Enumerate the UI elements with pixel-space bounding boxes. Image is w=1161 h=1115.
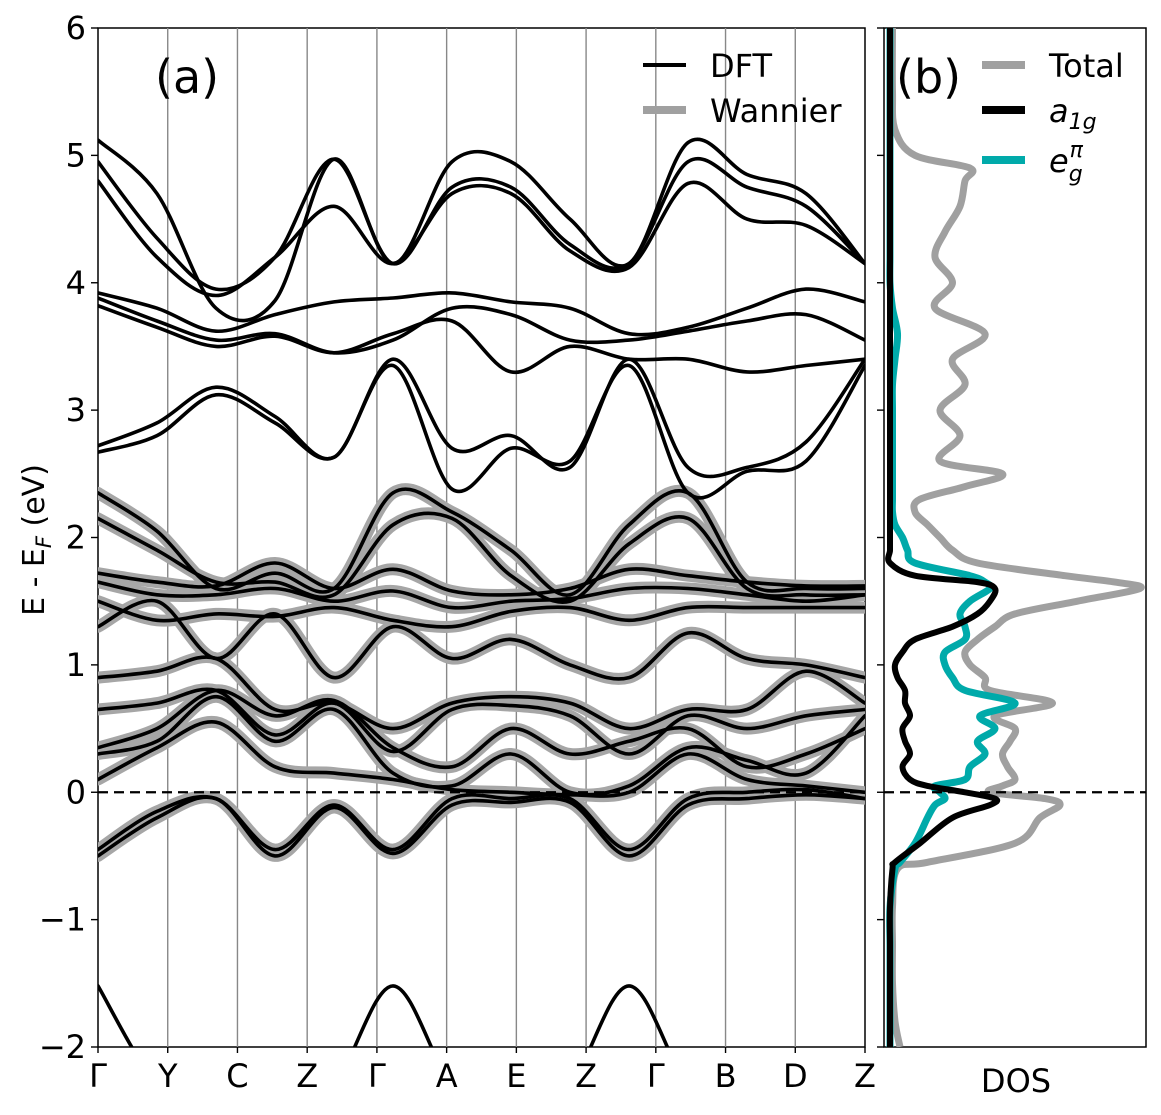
dos-curves [884, 28, 1146, 1047]
y-axis-ticks: −2 −1 0 1 2 3 4 5 6 [39, 9, 98, 1066]
x-tick-label: B [715, 1057, 737, 1095]
dft-band [98, 580, 865, 610]
dft-band [98, 688, 865, 770]
dft-band [98, 287, 865, 337]
legend-eg-sup: π [1070, 138, 1084, 163]
y-tick-label: 2 [66, 519, 86, 557]
y-axis-label-sub: F [32, 535, 56, 548]
x-tick-label: Γ [368, 1057, 386, 1095]
y-axis-label-unit: (eV) [17, 464, 52, 536]
dft-band [98, 137, 865, 323]
y-tick-label: 3 [66, 391, 86, 429]
legend-a1g-label: a1g [1049, 92, 1097, 135]
y-axis-label: E - EF (eV) [17, 464, 56, 616]
dos-eg-curve [886, 28, 1019, 1047]
y-tick-label: −2 [39, 1028, 86, 1066]
dft-band [98, 157, 865, 292]
dft-band [98, 793, 865, 858]
wannier-band [98, 788, 865, 862]
legend-eg-sub: g [1069, 162, 1083, 187]
panel-a-label: (a) [155, 50, 219, 104]
y-tick-label: 5 [66, 136, 86, 174]
panel-b-frame [883, 27, 1147, 1048]
y-tick-label: 4 [66, 264, 86, 302]
dft-band [98, 655, 865, 731]
x-tick-label: Γ [89, 1057, 107, 1095]
dft-band [98, 179, 865, 298]
panel-b-label: (b) [896, 50, 961, 104]
y-axis-label-main: E - E [17, 548, 52, 616]
dft-band [98, 357, 865, 479]
dos-a1g-curve [885, 28, 1001, 1047]
x-tick-label: Γ [647, 1057, 665, 1095]
legend-a: DFT Wannier [643, 47, 842, 130]
dft-bands [98, 137, 865, 1047]
dft-band [98, 984, 670, 1047]
legend-wannier-label: Wannier [710, 92, 842, 130]
dft-band [98, 720, 865, 798]
legend-b: Total a1g egπ [982, 47, 1124, 187]
legend-eg-main: e [1049, 142, 1069, 180]
legend-a1g-sub: 1g [1069, 110, 1097, 135]
dft-band [98, 687, 865, 756]
x-tick-label: Y [157, 1057, 178, 1095]
y-tick-label: −1 [39, 901, 86, 939]
x-tick-label: E [506, 1057, 526, 1095]
dft-band [98, 303, 865, 375]
dos-y-ticks [877, 27, 884, 1048]
legend-a1g-main: a [1049, 92, 1069, 130]
x-tick-label: D [783, 1057, 808, 1095]
legend-dft-label: DFT [710, 47, 772, 85]
x-tick-label: C [226, 1057, 248, 1095]
y-tick-label: 6 [66, 9, 86, 47]
x-tick-label: Z [296, 1057, 318, 1095]
dft-band [98, 561, 865, 597]
dos-total-curve [888, 28, 1145, 1047]
panel-a: −2 −1 0 1 2 3 4 5 6 Γ Y C Z Γ A E Z Γ B D Z (a) E - EF (eV)… [17, 9, 876, 1095]
legend-eg-label: egπ [1049, 138, 1084, 187]
dft-band [98, 296, 865, 355]
y-tick-label: 1 [66, 646, 86, 684]
dft-band [98, 694, 865, 797]
x-axis-label-dos: DOS [981, 1062, 1051, 1100]
x-tick-label: Z [854, 1057, 876, 1095]
dft-band [98, 363, 865, 500]
y-tick-label: 0 [66, 773, 86, 811]
dft-band [98, 487, 865, 597]
panel-b: (b) DOS Total a1g egπ [877, 27, 1147, 1100]
legend-total-label: Total [1048, 47, 1124, 85]
dft-band [98, 599, 865, 629]
x-tick-label: Z [575, 1057, 597, 1095]
x-tick-label: A [436, 1057, 458, 1095]
